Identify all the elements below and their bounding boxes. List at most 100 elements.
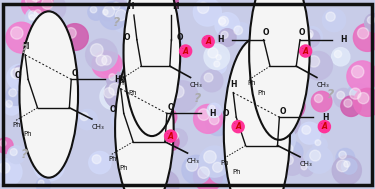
- Ellipse shape: [209, 115, 219, 125]
- Text: ..: ..: [320, 121, 322, 125]
- Ellipse shape: [33, 80, 59, 106]
- Ellipse shape: [326, 12, 335, 21]
- Ellipse shape: [34, 10, 41, 17]
- Ellipse shape: [232, 163, 238, 170]
- Ellipse shape: [77, 109, 97, 130]
- Ellipse shape: [221, 31, 228, 38]
- Ellipse shape: [172, 85, 184, 98]
- Text: CH₃: CH₃: [316, 82, 329, 88]
- Ellipse shape: [281, 141, 303, 163]
- Ellipse shape: [36, 178, 51, 189]
- Ellipse shape: [27, 13, 41, 26]
- Ellipse shape: [48, 86, 57, 94]
- Ellipse shape: [48, 50, 59, 61]
- Ellipse shape: [32, 16, 57, 41]
- Ellipse shape: [209, 105, 215, 111]
- Ellipse shape: [224, 38, 290, 189]
- Ellipse shape: [11, 68, 21, 79]
- Ellipse shape: [280, 96, 292, 108]
- Text: ?: ?: [112, 16, 120, 29]
- Ellipse shape: [13, 66, 27, 80]
- Ellipse shape: [281, 43, 303, 64]
- Text: H: H: [127, 2, 134, 11]
- Ellipse shape: [21, 0, 49, 18]
- Ellipse shape: [299, 162, 314, 176]
- Ellipse shape: [242, 177, 247, 183]
- Ellipse shape: [55, 89, 61, 95]
- Text: ..: ..: [302, 46, 304, 50]
- Text: Ph: Ph: [129, 90, 137, 96]
- Text: Ph: Ph: [220, 160, 229, 166]
- Ellipse shape: [62, 24, 88, 50]
- Ellipse shape: [235, 98, 263, 126]
- Ellipse shape: [304, 51, 332, 80]
- Ellipse shape: [33, 72, 40, 79]
- Ellipse shape: [282, 50, 308, 77]
- Ellipse shape: [131, 124, 137, 130]
- Ellipse shape: [27, 0, 53, 13]
- Ellipse shape: [110, 0, 128, 18]
- Ellipse shape: [249, 0, 310, 140]
- Ellipse shape: [305, 32, 312, 39]
- Ellipse shape: [38, 180, 44, 186]
- Ellipse shape: [213, 162, 222, 172]
- Ellipse shape: [239, 176, 253, 189]
- Ellipse shape: [284, 155, 293, 165]
- Text: Ph: Ph: [247, 80, 255, 86]
- Ellipse shape: [38, 0, 66, 22]
- Text: H: H: [172, 2, 178, 11]
- Ellipse shape: [111, 5, 139, 33]
- Ellipse shape: [6, 100, 12, 107]
- Ellipse shape: [164, 74, 180, 89]
- Ellipse shape: [99, 1, 127, 29]
- Ellipse shape: [6, 86, 26, 105]
- Ellipse shape: [301, 164, 307, 170]
- Ellipse shape: [32, 7, 49, 25]
- Text: A: A: [168, 132, 174, 141]
- Ellipse shape: [224, 121, 251, 148]
- Ellipse shape: [280, 152, 304, 175]
- Ellipse shape: [128, 165, 143, 180]
- Ellipse shape: [278, 23, 309, 54]
- Ellipse shape: [168, 34, 182, 47]
- Ellipse shape: [279, 54, 300, 74]
- Ellipse shape: [0, 163, 10, 173]
- Ellipse shape: [31, 0, 41, 2]
- Ellipse shape: [168, 129, 187, 148]
- Ellipse shape: [104, 79, 134, 108]
- Ellipse shape: [198, 167, 209, 178]
- Ellipse shape: [38, 157, 46, 165]
- Text: ..: ..: [234, 121, 236, 125]
- Text: H: H: [217, 35, 224, 44]
- Ellipse shape: [25, 8, 47, 29]
- Text: Ph: Ph: [13, 122, 21, 128]
- Ellipse shape: [255, 21, 261, 27]
- Ellipse shape: [96, 55, 107, 66]
- Ellipse shape: [342, 159, 357, 174]
- Ellipse shape: [171, 36, 176, 41]
- Ellipse shape: [136, 53, 143, 60]
- Ellipse shape: [341, 96, 361, 116]
- Text: H: H: [340, 35, 346, 44]
- Ellipse shape: [100, 84, 126, 110]
- Ellipse shape: [253, 19, 268, 34]
- Ellipse shape: [38, 94, 58, 114]
- Ellipse shape: [92, 155, 101, 164]
- Ellipse shape: [277, 46, 285, 54]
- Ellipse shape: [152, 65, 162, 75]
- Ellipse shape: [219, 18, 226, 25]
- Ellipse shape: [106, 71, 123, 88]
- Ellipse shape: [133, 50, 152, 69]
- Ellipse shape: [273, 111, 286, 124]
- Text: O: O: [123, 33, 130, 42]
- Text: O: O: [72, 69, 78, 78]
- Ellipse shape: [354, 88, 375, 116]
- Text: Ph: Ph: [24, 131, 32, 137]
- Ellipse shape: [36, 154, 54, 173]
- Text: O: O: [222, 109, 229, 118]
- Ellipse shape: [232, 121, 244, 133]
- Ellipse shape: [26, 0, 37, 6]
- Ellipse shape: [186, 160, 198, 171]
- Ellipse shape: [116, 9, 126, 21]
- Ellipse shape: [344, 161, 350, 167]
